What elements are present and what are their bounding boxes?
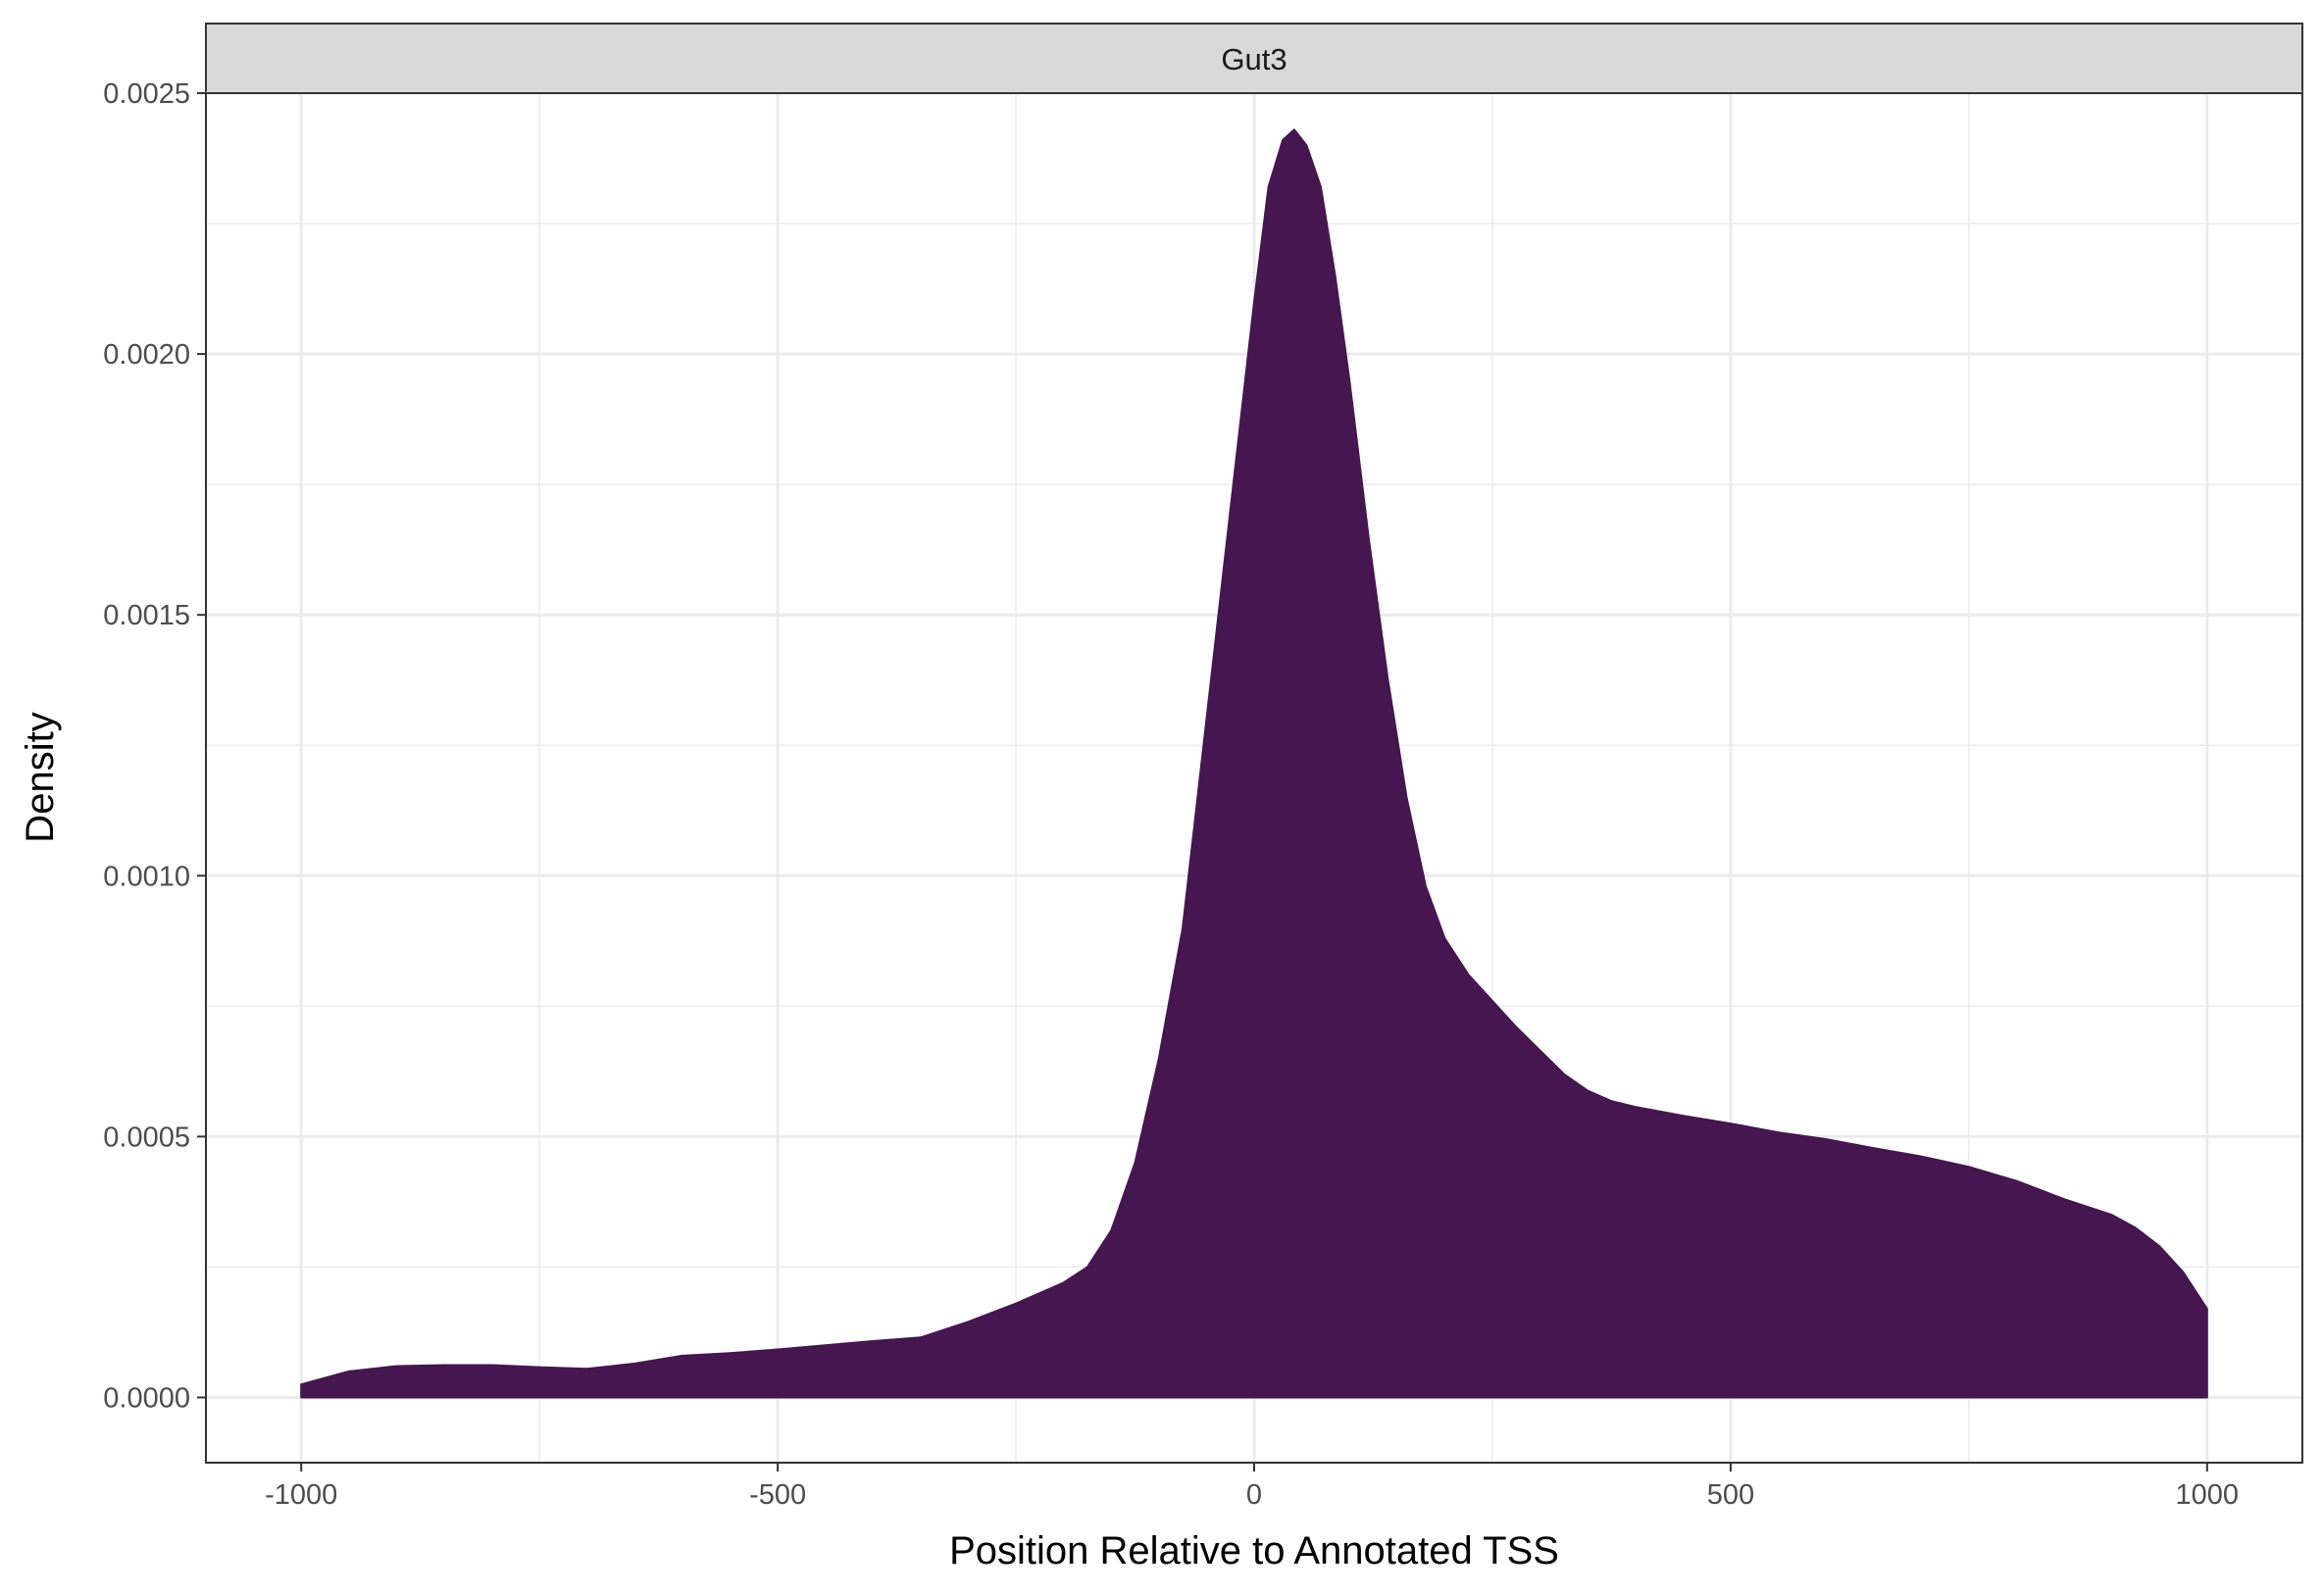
facet-strip [205,23,2303,94]
x-tick-label: -500 [749,1479,806,1511]
y-tick-label: 0.0015 [103,600,190,631]
y-tick-label: 0.0010 [103,861,190,892]
facet-strip-label: Gut3 [1221,42,1287,76]
x-tick-label: -1000 [265,1479,337,1511]
y-tick-label: 0.0020 [103,339,190,371]
y-axis: 0.0000 0.0005 0.0010 0.0015 0.0020 0.0025 [103,78,206,1414]
x-axis: -1000 -500 0 500 1000 [265,1463,2239,1511]
x-tick-label: 0 [1246,1479,1262,1511]
y-tick-label: 0.0005 [103,1122,190,1153]
y-axis-title: Density [19,712,62,842]
y-tick-label: 0.0000 [103,1382,190,1414]
x-tick-label: 500 [1707,1479,1754,1511]
x-tick-label: 1000 [2176,1479,2240,1511]
y-tick-label: 0.0025 [103,78,190,110]
density-area [300,128,2208,1399]
x-axis-title: Position Relative to Annotated TSS [949,1529,1559,1572]
